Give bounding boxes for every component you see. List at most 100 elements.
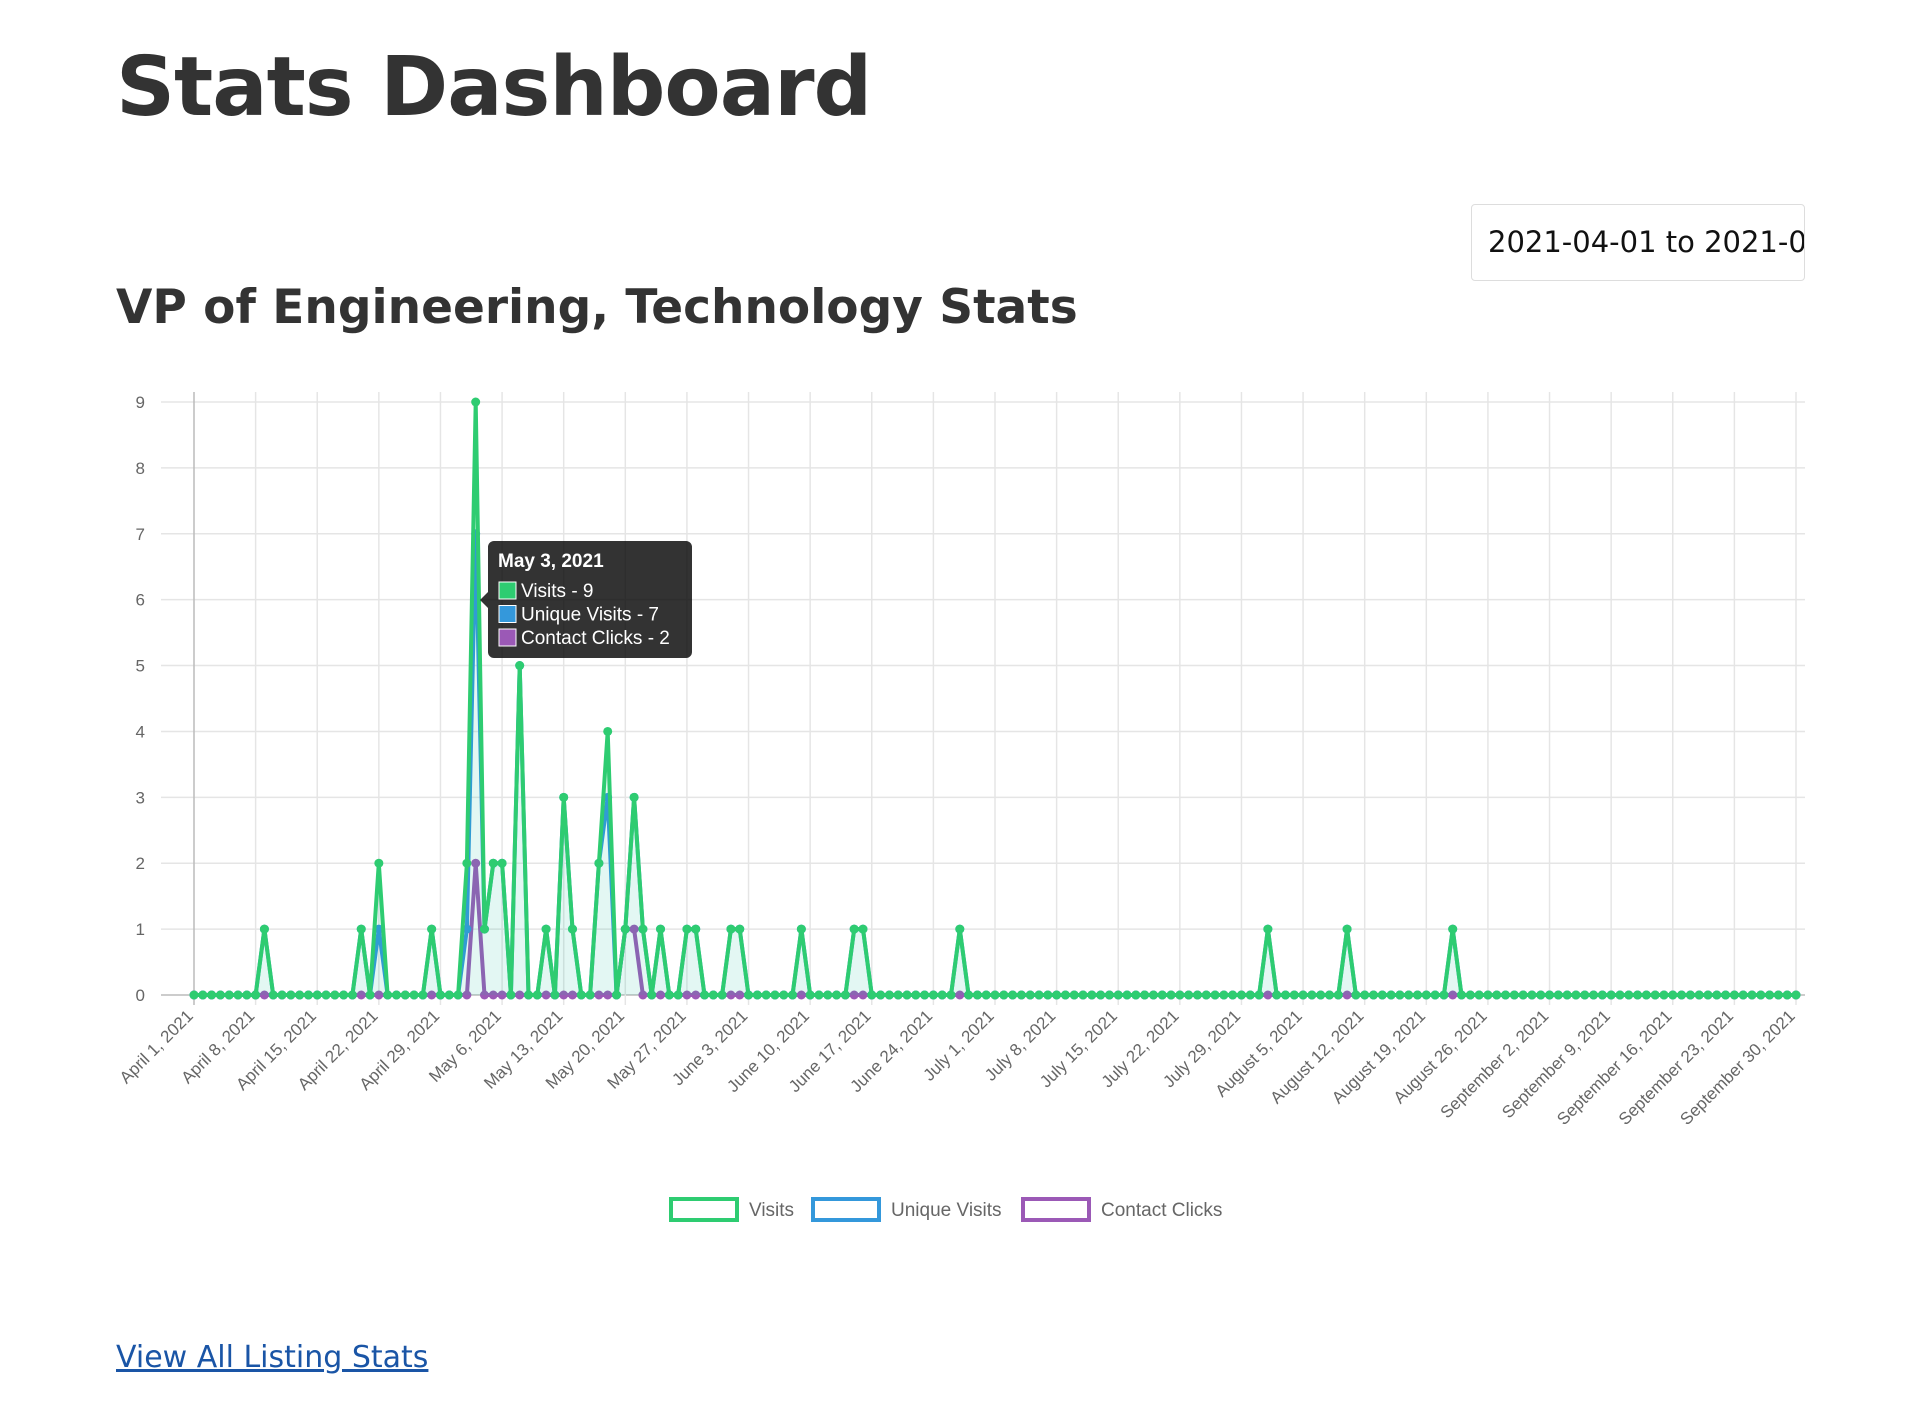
data-point <box>814 990 824 1000</box>
data-point <box>1465 990 1475 1000</box>
x-tick-label: September 30, 2021 <box>1676 1006 1798 1128</box>
data-point <box>867 990 877 1000</box>
data-point <box>488 858 498 868</box>
data-point <box>1633 990 1643 1000</box>
data-point <box>1342 924 1352 934</box>
tooltip-swatch <box>498 581 517 600</box>
data-point <box>1501 990 1511 1000</box>
y-tick-label: 0 <box>136 986 145 1005</box>
data-point <box>1545 990 1555 1000</box>
data-point <box>1351 990 1361 1000</box>
data-point <box>726 990 736 1000</box>
data-point <box>1712 990 1722 1000</box>
data-point <box>1131 990 1141 1000</box>
data-point <box>955 924 965 934</box>
data-point <box>356 924 366 934</box>
data-point <box>761 990 771 1000</box>
data-point <box>849 990 859 1000</box>
data-point <box>832 990 842 1000</box>
data-point <box>1078 990 1088 1000</box>
data-point <box>1694 990 1704 1000</box>
data-point <box>550 990 560 1000</box>
data-point <box>567 990 577 1000</box>
data-point <box>1747 990 1757 1000</box>
data-point <box>1298 990 1308 1000</box>
data-point <box>893 990 903 1000</box>
data-point <box>559 990 569 1000</box>
data-point <box>1589 990 1599 1000</box>
data-point <box>779 990 789 1000</box>
data-point <box>1721 990 1731 1000</box>
data-point <box>303 990 313 1000</box>
data-point <box>1219 990 1229 1000</box>
data-point <box>1492 990 1502 1000</box>
data-point <box>339 990 349 1000</box>
data-point <box>735 924 745 934</box>
data-point <box>1263 990 1273 1000</box>
data-point <box>391 990 401 1000</box>
data-point <box>1659 990 1669 1000</box>
data-point <box>682 924 692 934</box>
data-point <box>1087 990 1097 1000</box>
data-point <box>656 990 666 1000</box>
data-point <box>1562 990 1572 1000</box>
tooltip-item: Unique Visits - 7 <box>521 605 659 626</box>
data-point <box>1210 990 1220 1000</box>
data-point <box>1342 990 1352 1000</box>
data-point <box>1263 924 1273 934</box>
view-all-link[interactable]: View All Listing Stats <box>116 1340 429 1375</box>
data-point <box>1360 990 1370 1000</box>
data-point <box>955 990 965 1000</box>
data-point <box>506 990 516 1000</box>
data-point <box>585 990 595 1000</box>
data-point <box>427 990 437 1000</box>
data-point <box>1034 990 1044 1000</box>
tooltip-item: Visits - 9 <box>521 581 594 602</box>
data-point <box>559 792 569 802</box>
data-point <box>207 990 217 1000</box>
tooltip-swatch <box>498 605 517 623</box>
data-point <box>295 990 305 1000</box>
data-point <box>1140 990 1150 1000</box>
data-point <box>1368 990 1378 1000</box>
data-point <box>1395 990 1405 1000</box>
x-tick-label: September 16, 2021 <box>1553 1006 1675 1128</box>
data-point <box>400 990 410 1000</box>
data-point <box>532 990 542 1000</box>
data-point <box>1483 990 1493 1000</box>
data-point <box>744 990 754 1000</box>
data-point <box>1254 990 1264 1000</box>
data-point <box>1377 990 1387 1000</box>
data-point <box>1043 990 1053 1000</box>
data-point <box>1096 990 1106 1000</box>
data-point <box>858 924 868 934</box>
data-point <box>1457 990 1467 1000</box>
data-point <box>603 990 613 1000</box>
date-range-input[interactable]: 2021-04-01 to 2021-0 <box>1471 204 1805 281</box>
data-point <box>1104 990 1114 1000</box>
data-point <box>497 858 507 868</box>
data-point <box>717 990 727 1000</box>
x-tick-label: September 23, 2021 <box>1615 1006 1737 1128</box>
data-point <box>735 990 745 1000</box>
data-point <box>576 990 586 1000</box>
y-tick-label: 5 <box>136 657 145 676</box>
data-point <box>911 990 921 1000</box>
data-point <box>1316 990 1326 1000</box>
data-point <box>1624 990 1634 1000</box>
data-point <box>796 990 806 1000</box>
data-point <box>1641 990 1651 1000</box>
data-point <box>365 990 375 1000</box>
data-point <box>629 924 639 934</box>
data-point <box>1685 990 1695 1000</box>
y-tick-label: 9 <box>136 393 145 412</box>
data-point <box>603 726 613 736</box>
data-point <box>1228 990 1238 1000</box>
data-point <box>629 792 639 802</box>
data-point <box>312 990 322 1000</box>
data-point <box>902 990 912 1000</box>
data-point <box>1333 990 1343 1000</box>
data-point <box>726 924 736 934</box>
